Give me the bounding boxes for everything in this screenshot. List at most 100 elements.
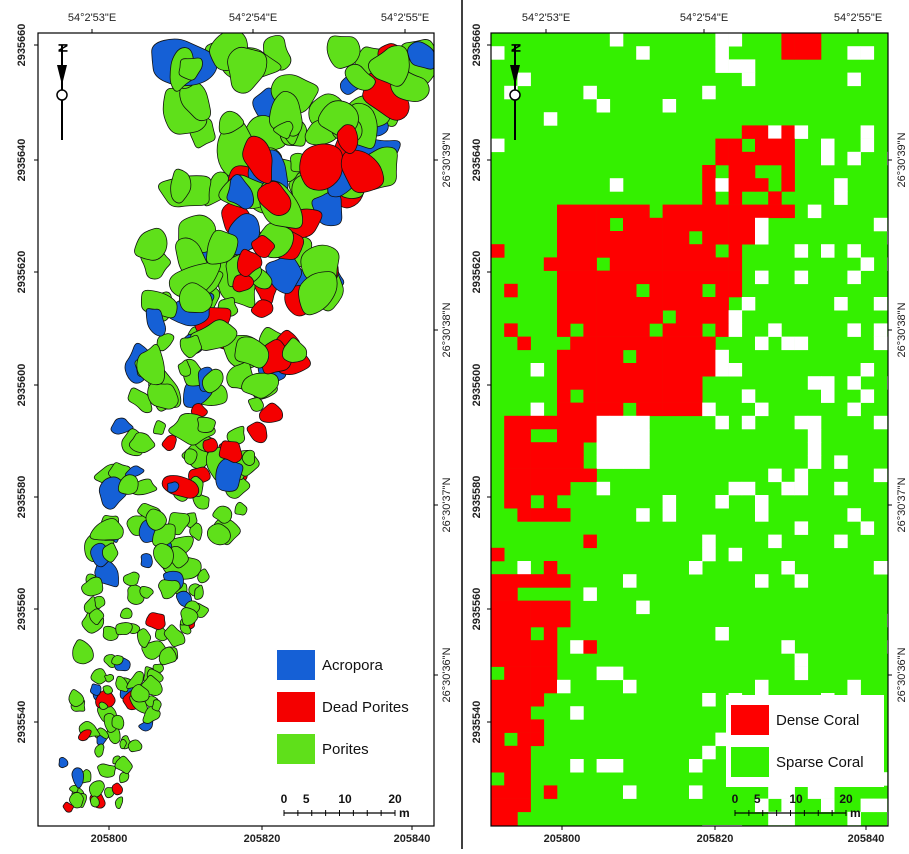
dense-cell — [715, 297, 729, 311]
coral-patch — [102, 685, 114, 695]
dense-cell — [570, 270, 584, 285]
dense-cell — [768, 191, 782, 205]
latitude-label: 26°30'37"N — [896, 477, 908, 532]
dense-cell — [596, 336, 611, 351]
dense-cell — [570, 244, 584, 258]
northing-label: 2935580 — [471, 476, 483, 519]
easting-label: 205800 — [544, 833, 581, 845]
dense-cell — [504, 772, 518, 786]
coral-patch — [115, 675, 129, 693]
dense-cell — [543, 627, 558, 641]
dense-cell — [557, 310, 571, 324]
dense-cell — [689, 217, 703, 232]
empty-cell — [623, 442, 637, 456]
empty-cell — [596, 481, 611, 496]
empty-cell — [715, 59, 729, 73]
empty-cell — [807, 415, 822, 430]
dense-cell — [675, 310, 690, 324]
empty-cell — [570, 706, 584, 720]
dense-cell — [530, 442, 545, 456]
dense-cell — [491, 613, 505, 628]
dense-cell — [715, 310, 729, 324]
coral-patch — [344, 63, 376, 91]
scale-label: 10 — [338, 792, 352, 806]
coral-patch — [77, 729, 92, 742]
latitude-label: 26°30'36"N — [441, 647, 453, 702]
empty-cell — [847, 811, 861, 826]
empty-cell — [807, 455, 822, 469]
empty-cell — [887, 613, 888, 628]
empty-cell — [609, 666, 624, 681]
dense-cell — [504, 442, 518, 456]
empty-cell — [702, 547, 716, 562]
coral-patch — [299, 143, 344, 191]
coral-patch — [111, 782, 123, 796]
legend-label: Dense Coral — [776, 712, 859, 729]
dense-cell — [504, 627, 518, 641]
dense-cell — [715, 151, 729, 166]
dense-cell — [491, 693, 505, 707]
empty-cell — [834, 534, 848, 549]
coral-patch — [161, 434, 177, 452]
empty-cell — [728, 363, 743, 377]
empty-cell — [887, 376, 888, 390]
empty-cell — [596, 415, 611, 430]
dense-cell — [609, 283, 624, 298]
dense-cell — [623, 376, 637, 390]
dense-cell — [636, 310, 650, 324]
dense-cell — [596, 231, 611, 245]
dense-cell — [609, 349, 624, 364]
dense-cell — [609, 204, 624, 219]
empty-cell — [847, 508, 861, 522]
empty-cell — [583, 85, 597, 100]
empty-cell — [887, 231, 888, 245]
coral-patch — [170, 168, 192, 204]
scale-label: 20 — [388, 792, 402, 806]
dense-cell — [623, 270, 637, 285]
empty-cell — [860, 363, 875, 377]
dense-cell — [702, 217, 716, 232]
northing-label: 2935540 — [16, 701, 28, 744]
coral-patch — [242, 135, 273, 184]
dense-cell — [702, 297, 716, 311]
dense-cell — [491, 574, 505, 588]
dense-cell — [649, 297, 663, 311]
easting-label: 205820 — [244, 833, 281, 845]
dense-cell — [675, 336, 690, 351]
dense-cell — [689, 336, 703, 351]
dense-cell — [517, 693, 531, 707]
dense-cell — [557, 363, 571, 377]
dense-cell — [689, 363, 703, 377]
dense-cell — [702, 231, 716, 245]
dense-cell — [649, 217, 663, 232]
empty-cell — [623, 785, 637, 799]
dense-cell — [570, 442, 584, 456]
northing-label: 2935600 — [16, 364, 28, 407]
dense-cell — [662, 204, 677, 219]
coral-patch — [102, 542, 119, 563]
empty-cell — [636, 415, 650, 430]
dense-cell — [609, 402, 624, 417]
dense-cell — [570, 363, 584, 377]
dense-cell — [517, 508, 531, 522]
dense-cell — [596, 323, 611, 337]
coral-patch — [122, 571, 140, 587]
north-arrow-head — [57, 65, 67, 85]
empty-cell — [768, 534, 782, 549]
dense-cell — [715, 270, 729, 285]
dense-cell — [741, 125, 756, 139]
dense-cell — [530, 613, 545, 628]
empty-cell — [715, 349, 729, 364]
dense-cell — [609, 323, 624, 337]
dense-cell — [715, 138, 729, 153]
coral-patch — [367, 45, 410, 87]
empty-cell — [781, 640, 795, 654]
dense-cell — [596, 376, 611, 390]
dense-cell — [781, 178, 795, 192]
dense-cell — [689, 283, 703, 298]
dense-cell — [781, 46, 795, 60]
empty-cell — [847, 72, 861, 87]
dense-cell — [517, 798, 531, 813]
